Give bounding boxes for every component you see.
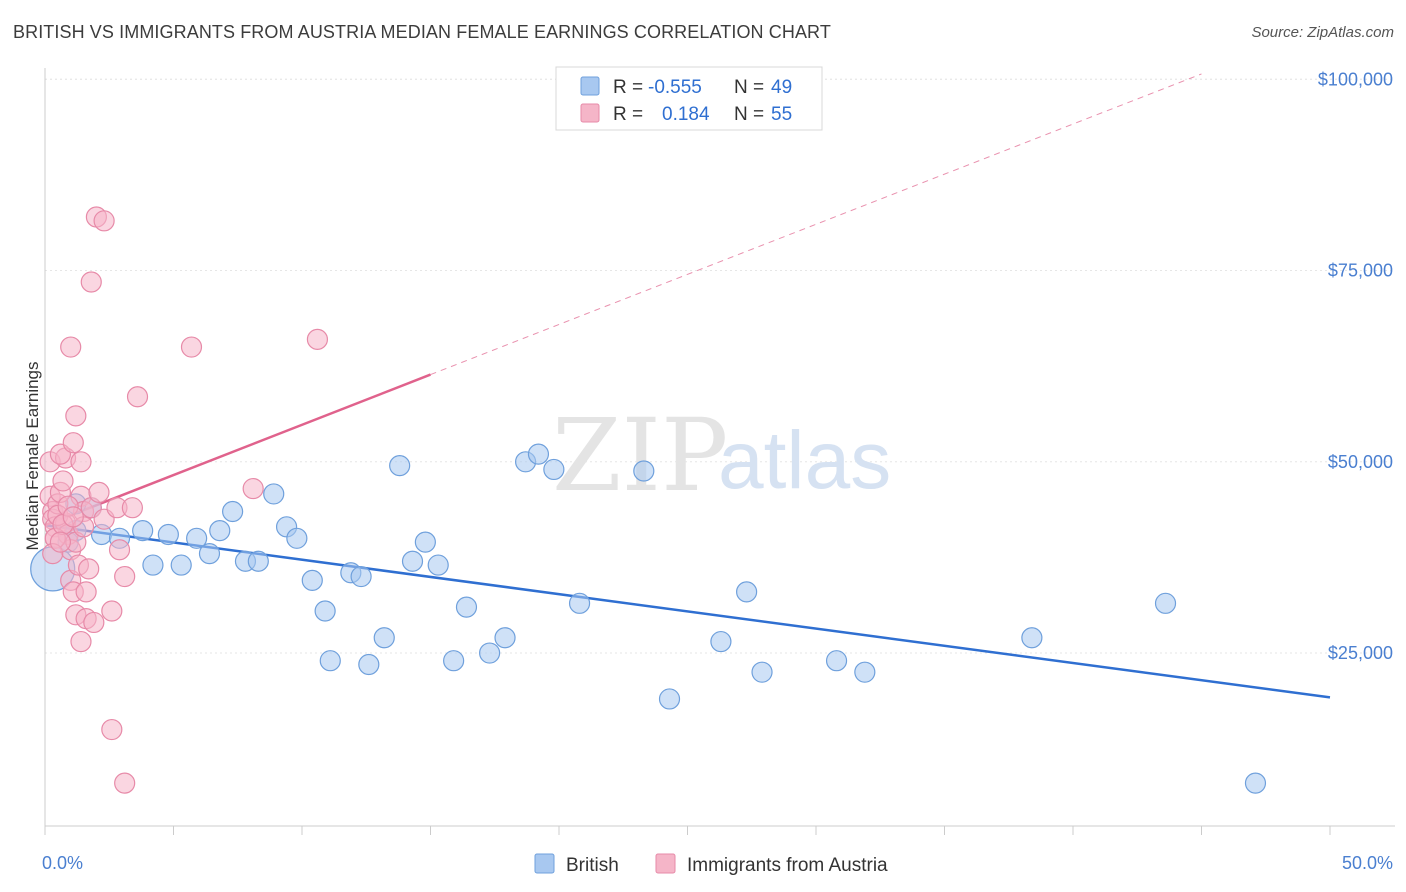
point-british: [358, 653, 380, 676]
point-british: [736, 581, 758, 603]
point-british: [301, 569, 323, 591]
point-british: [373, 627, 395, 649]
data-points: [30, 206, 1267, 794]
point-austria: [114, 772, 136, 794]
point-austria: [70, 630, 92, 653]
point-british: [1154, 592, 1177, 614]
point-austria: [101, 600, 123, 622]
y-tick-label: $100,000: [1318, 69, 1393, 89]
point-british: [286, 527, 308, 549]
legend-swatch-austria: [580, 103, 600, 123]
trend-line-british: [44, 524, 1331, 699]
point-austria: [101, 718, 123, 741]
point-british: [1244, 772, 1267, 794]
point-austria: [108, 539, 131, 561]
legend-swatch-british: [580, 76, 600, 96]
bottom-legend-swatch-british: [534, 853, 555, 874]
legend-r-value: -0.555: [648, 77, 702, 98]
point-british: [527, 443, 550, 465]
axes: [44, 68, 1395, 835]
x-tick-label: 0.0%: [42, 853, 83, 873]
point-british: [132, 520, 154, 542]
point-british: [633, 460, 655, 482]
point-british: [658, 688, 681, 710]
point-british: [170, 554, 192, 576]
legend-n-value: 55: [771, 104, 792, 125]
watermark-atlas: atlas: [718, 415, 891, 506]
bottom-legend-label-austria: Immigrants from Austria: [687, 855, 888, 876]
x-tick-label: 50.0%: [1342, 853, 1393, 873]
point-british: [1021, 627, 1043, 649]
point-british: [198, 542, 221, 565]
watermark: ZIP atlas: [552, 397, 891, 514]
y-tick-label: $50,000: [1328, 452, 1393, 472]
legend-n-label: N =: [734, 77, 764, 98]
legend-r-value: 0.184: [662, 104, 710, 125]
bottom-legend-swatch-austria: [655, 853, 676, 874]
tick-labels: $25,000 $50,000 $75,000 $100,000 0.0% 50.0%: [42, 69, 1393, 873]
point-austria: [75, 581, 97, 603]
point-british: [222, 500, 244, 523]
legend-n-value: 49: [771, 77, 792, 98]
point-austria: [62, 506, 84, 528]
bottom-legend-label-british: British: [566, 855, 619, 876]
legend-r-label: R =: [613, 77, 643, 98]
point-austria: [121, 497, 143, 519]
point-austria: [62, 432, 84, 454]
legend-n-label: N =: [734, 104, 764, 125]
source-credit: Source: ZipAtlas.com: [1251, 24, 1394, 41]
point-british: [568, 592, 591, 614]
point-british: [319, 650, 341, 672]
point-austria: [65, 405, 87, 427]
point-british: [825, 650, 848, 672]
trend-extension-austria: [430, 73, 1202, 376]
point-austria: [114, 565, 136, 588]
y-tick-label: $25,000: [1328, 643, 1393, 663]
point-british: [443, 650, 465, 672]
point-austria: [60, 336, 82, 358]
point-austria: [180, 336, 203, 358]
point-austria: [83, 611, 105, 634]
point-british: [494, 627, 516, 649]
point-austria: [88, 481, 110, 503]
point-austria: [52, 470, 74, 492]
point-british: [427, 554, 449, 576]
trend-lines: [44, 73, 1331, 699]
point-austria: [306, 328, 329, 350]
point-british: [247, 550, 269, 572]
point-british: [157, 523, 179, 546]
point-austria: [93, 210, 115, 232]
point-british: [209, 520, 231, 542]
point-british: [543, 458, 565, 481]
point-british: [389, 455, 411, 477]
point-austria: [49, 531, 72, 553]
point-british: [350, 565, 372, 588]
point-austria: [80, 271, 102, 293]
point-british: [751, 661, 773, 683]
point-british: [455, 596, 478, 618]
y-tick-label: $75,000: [1328, 261, 1393, 281]
point-british: [263, 483, 285, 505]
point-british: [710, 630, 732, 653]
point-british: [186, 527, 208, 549]
point-austria: [242, 477, 264, 500]
point-austria: [70, 451, 92, 473]
chart-title: BRITISH VS IMMIGRANTS FROM AUSTRIA MEDIA…: [13, 22, 831, 42]
point-british: [414, 531, 436, 553]
watermark-zip: ZIP: [552, 397, 728, 514]
point-british: [142, 554, 164, 576]
point-british: [401, 550, 424, 572]
legend-box: R = -0.555 N = 49 R = 0.184 N = 55: [555, 66, 823, 131]
point-british: [479, 642, 501, 664]
point-british: [314, 600, 336, 622]
bottom-legend: British Immigrants from Austria: [534, 853, 888, 876]
trend-line-austria: [44, 373, 431, 527]
point-austria: [126, 386, 149, 408]
legend-r-label: R =: [613, 104, 643, 125]
point-austria: [78, 558, 100, 580]
point-british: [854, 661, 876, 683]
y-axis-title: Median Female Earnings: [23, 362, 42, 551]
